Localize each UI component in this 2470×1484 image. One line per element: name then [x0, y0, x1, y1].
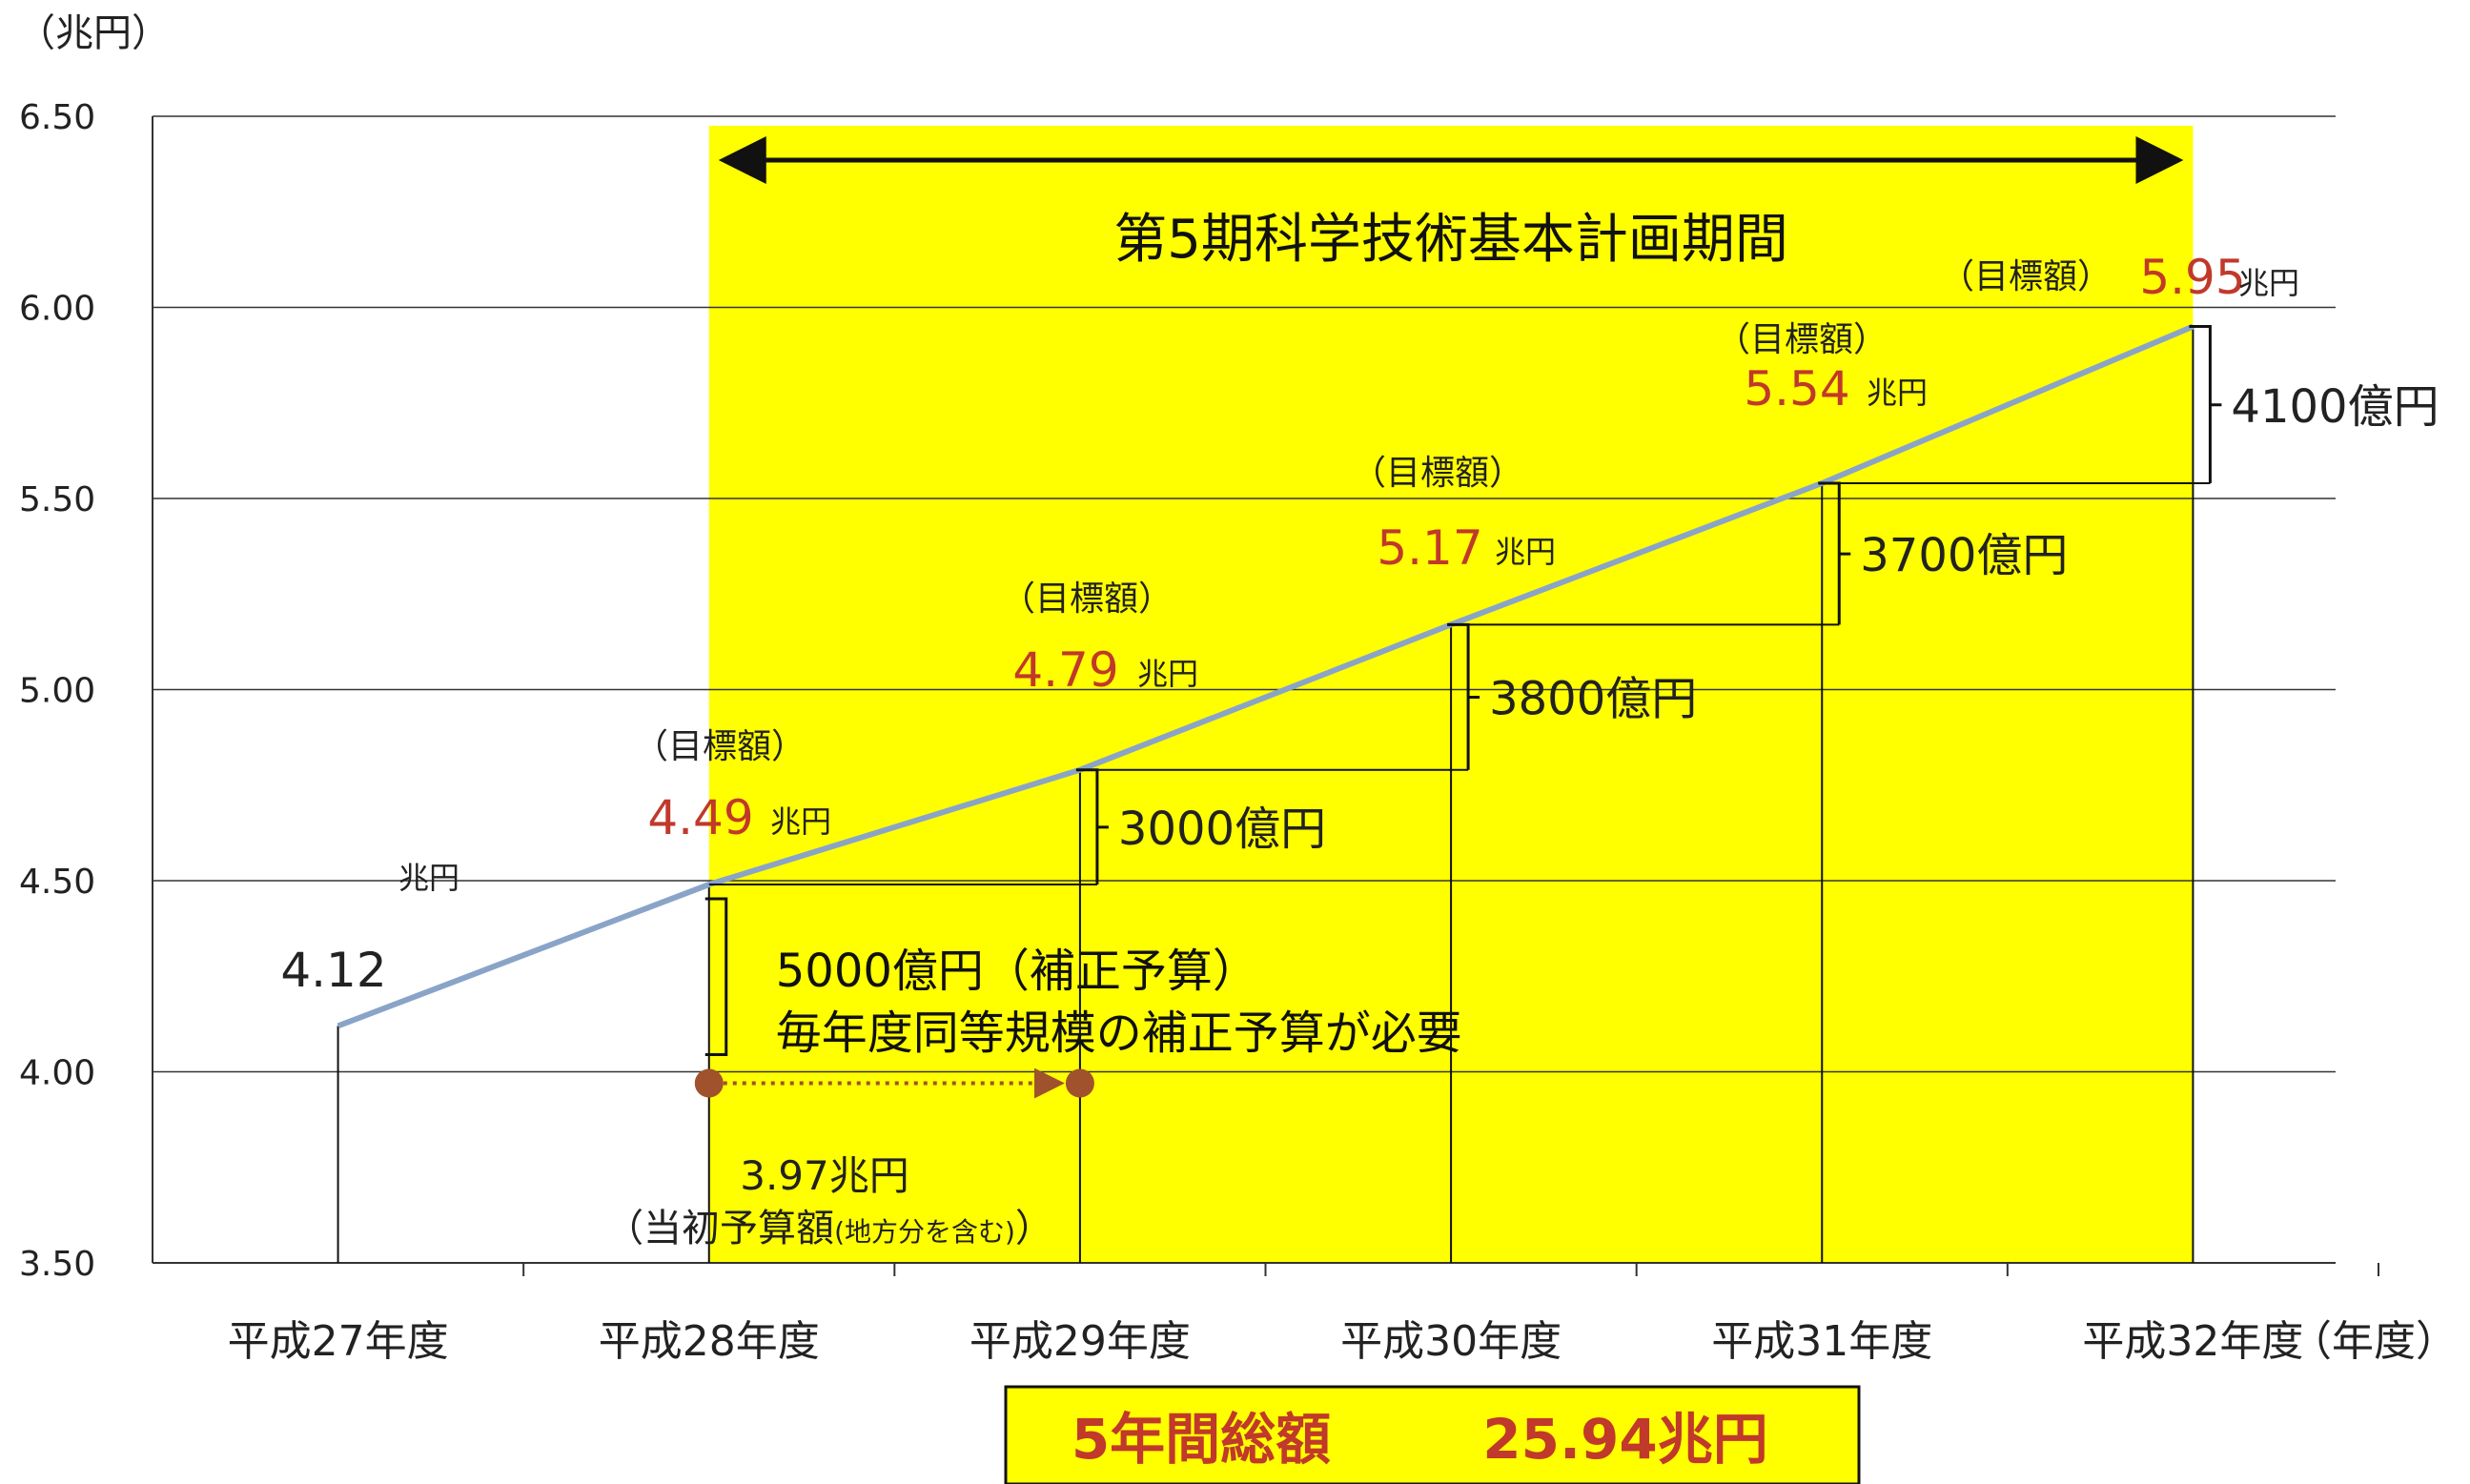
- initial-budget-note-small: (地方分を含む): [834, 1216, 1015, 1248]
- increment-label: 3800億円: [1489, 673, 1697, 726]
- total-box: [1004, 1385, 1861, 1484]
- y-tick-label: 4.00: [19, 1054, 95, 1093]
- x-tick-label: 平成29年度: [970, 1317, 1191, 1366]
- initial-budget-amount: 3.97兆円: [740, 1152, 909, 1199]
- initial-budget-note: （当初予算額(地方分を含む)）: [605, 1207, 1053, 1250]
- initial-budget-dot: [694, 1068, 724, 1098]
- y-tick-label: 3.50: [19, 1245, 95, 1284]
- data-label-unit: 兆円: [2238, 265, 2299, 301]
- increment-label: 3700億円: [1860, 529, 2068, 582]
- y-tick-label: 5.50: [19, 480, 95, 519]
- x-axis-unit: （年度）: [2290, 1317, 2458, 1366]
- supplementary-label-1: 5000億円（補正予算）: [776, 945, 1258, 998]
- x-tick-label: 平成30年度: [1340, 1317, 1562, 1366]
- data-label-value: 4.79: [1012, 642, 1118, 698]
- initial-budget-dot: [1065, 1068, 1094, 1098]
- data-label-value: 5.54: [1744, 361, 1849, 417]
- period-label: 第5期科学技術基本計画期間: [1113, 209, 1788, 271]
- increment-label: 3000億円: [1118, 803, 1326, 856]
- y-tick-label: 6.50: [19, 98, 95, 137]
- increment-label: 4100億円: [2231, 380, 2439, 434]
- increment-bracket: [2189, 325, 2212, 483]
- y-tick-label: 5.00: [19, 672, 95, 711]
- data-label-prefix: （目標額）: [1352, 454, 1523, 493]
- x-tick-label: 平成31年度: [1711, 1317, 1932, 1366]
- initial-budget-note-main: （当初予算額: [605, 1207, 834, 1250]
- data-label-prefix: （目標額）: [1716, 320, 1888, 359]
- data-label-value: 4.12: [280, 943, 386, 998]
- x-tick-label: 平成32年度: [2082, 1317, 2303, 1366]
- y-tick-label: 4.50: [19, 863, 95, 902]
- data-label-unit: 兆円: [1137, 656, 1198, 692]
- total-amount: 25.94兆円: [1482, 1407, 1767, 1472]
- initial-budget-note-end: ）: [1015, 1207, 1053, 1250]
- data-label-value: 5.17: [1377, 520, 1482, 576]
- y-tick-label: 6.00: [19, 290, 95, 329]
- data-label-unit: 兆円: [1495, 534, 1556, 570]
- total-label: 5年間総額: [1072, 1407, 1331, 1472]
- data-label-unit: 兆円: [1867, 375, 1928, 411]
- data-label-value: 5.95: [2139, 250, 2245, 305]
- supplementary-label-2: 毎年度同等規模の補正予算が必要: [776, 1006, 1462, 1060]
- target-series-line: [337, 323, 2194, 1029]
- data-label-prefix: （目標額）: [634, 727, 806, 766]
- supplementary-bracket: [704, 897, 728, 1057]
- y-axis-unit: （兆円）: [17, 11, 170, 55]
- data-label-prefix: （目標額）: [1001, 579, 1173, 619]
- data-label-value: 4.49: [647, 790, 753, 845]
- data-label-prefix: （目標額）: [1940, 257, 2112, 296]
- data-label-unit: 兆円: [398, 860, 459, 896]
- x-tick-label: 平成28年度: [599, 1317, 820, 1366]
- x-tick-label: 平成27年度: [228, 1317, 449, 1366]
- data-label-unit: 兆円: [770, 803, 831, 840]
